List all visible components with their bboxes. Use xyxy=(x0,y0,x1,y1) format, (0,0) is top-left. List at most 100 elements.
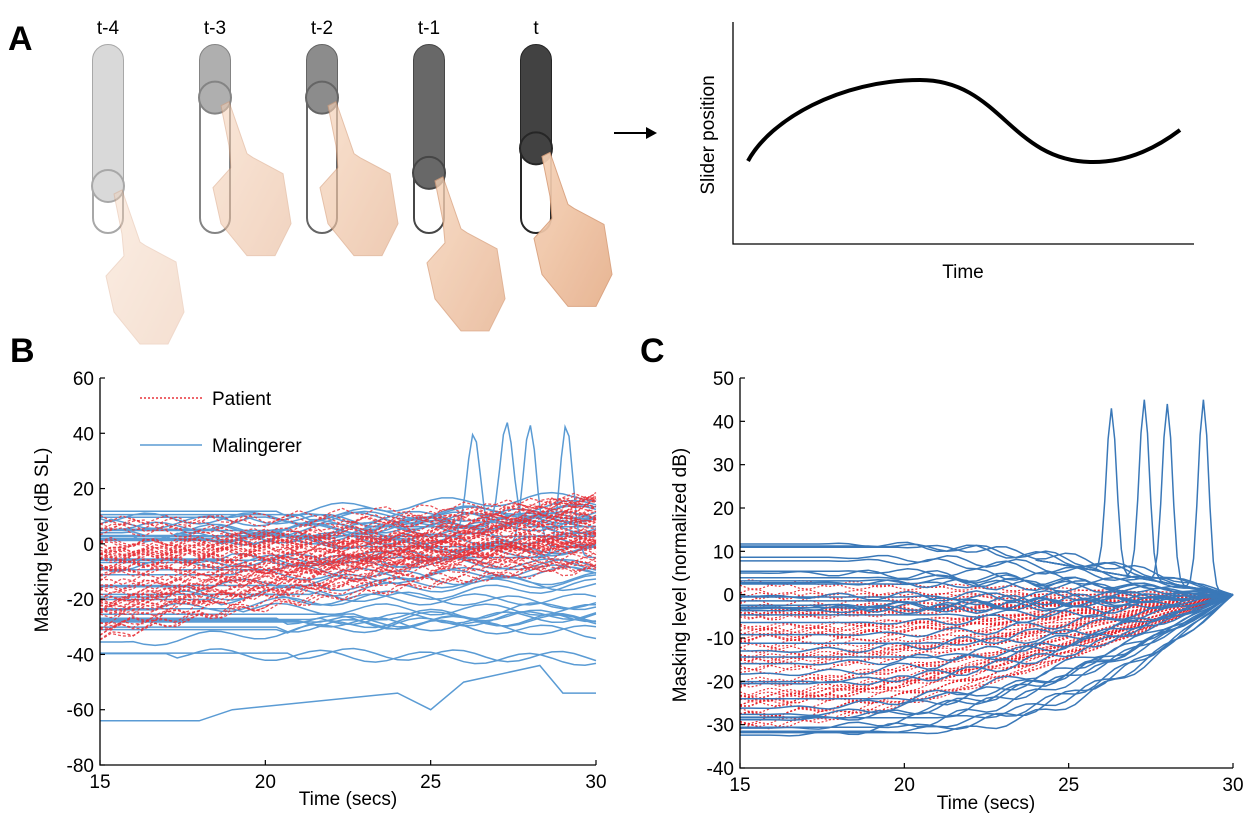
patient-line xyxy=(99,538,597,594)
malingerer-line xyxy=(740,593,1234,610)
y-tick-label: -20 xyxy=(67,590,94,611)
chart-c-ylabel: Masking level (normalized dB) xyxy=(670,448,691,703)
patient-line xyxy=(99,527,597,556)
panel-c-letter: C xyxy=(640,332,665,370)
patient-line xyxy=(99,535,597,591)
patient-line xyxy=(99,519,597,571)
y-tick-label: 20 xyxy=(73,480,94,501)
patient-line xyxy=(99,495,597,601)
patient-line xyxy=(739,594,1234,688)
schematic-ylabel: Slider position xyxy=(698,75,719,194)
patient-line xyxy=(739,594,1234,718)
patient-line xyxy=(739,594,1234,665)
malingerer-line xyxy=(100,593,597,606)
pointing-hand-icon xyxy=(426,176,506,332)
patient-line xyxy=(99,498,597,561)
slider-sequence: t-4 t-3 t-2 t-1 t xyxy=(91,18,613,345)
chart-c-lines xyxy=(739,399,1234,737)
y-tick-label: 50 xyxy=(713,369,734,390)
patient-line xyxy=(99,516,597,557)
patient-line xyxy=(99,491,597,571)
patient-line xyxy=(99,530,597,630)
y-tick-label: 0 xyxy=(723,586,734,607)
malingerer-line xyxy=(100,566,597,581)
patient-line xyxy=(739,594,1234,717)
legend-patient-label: Patient xyxy=(212,389,272,410)
y-tick-label: -60 xyxy=(67,701,94,722)
chart-c: 15 20 25 30 -40 -30 -20 -10 0 10 20 30 40 50 Time (se… xyxy=(670,369,1244,814)
malingerer-line xyxy=(740,593,1234,615)
x-tick-label: 25 xyxy=(1058,775,1079,796)
y-tick-label: -10 xyxy=(707,629,734,650)
panel-a-letter: A xyxy=(8,20,33,58)
malingerer-line xyxy=(100,504,597,521)
patient-line xyxy=(739,594,1234,641)
malingerer-line xyxy=(740,593,1234,646)
patient-line xyxy=(99,538,597,601)
schematic-plot: Time Slider position xyxy=(698,22,1194,283)
patient-line xyxy=(99,567,597,604)
patient-line xyxy=(99,505,597,607)
y-tick-label: -20 xyxy=(707,672,734,693)
patient-line xyxy=(99,559,597,636)
patient-line xyxy=(99,542,597,574)
patient-line xyxy=(99,531,597,548)
patient-line xyxy=(739,594,1234,635)
patient-line xyxy=(739,594,1234,730)
malingerer-line xyxy=(100,491,597,518)
patient-line xyxy=(99,561,597,630)
patient-line xyxy=(99,514,597,572)
malingerer-line xyxy=(100,512,596,540)
panel-b-letter: B xyxy=(10,332,35,370)
patient-line xyxy=(739,594,1234,684)
malingerer-line xyxy=(100,602,596,617)
malingerer-line xyxy=(740,568,1234,596)
chart-b-legend: Patient Malingerer xyxy=(140,389,302,457)
x-tick-label: 30 xyxy=(585,772,606,793)
y-tick-label: 40 xyxy=(73,424,94,445)
x-tick-label: 20 xyxy=(255,772,276,793)
patient-line xyxy=(739,594,1234,688)
patient-line xyxy=(99,539,597,589)
chart-b-ticks: 15 20 25 30 -80 -60 -40 -20 0 20 40 60 xyxy=(67,369,607,793)
slider-step-label: t xyxy=(533,18,539,39)
patient-line xyxy=(99,521,597,641)
malingerer-line xyxy=(740,554,1234,596)
patient-line xyxy=(99,523,597,551)
pointing-hand-icon xyxy=(212,100,292,257)
patient-line xyxy=(99,497,597,611)
patient-line xyxy=(739,594,1234,707)
y-tick-label: -40 xyxy=(707,759,734,780)
chart-b-lines xyxy=(99,422,597,722)
chart-c-xlabel: Time (secs) xyxy=(937,793,1036,814)
x-tick-label: 15 xyxy=(729,775,750,796)
slider-step: t-4 xyxy=(91,18,185,345)
malingerer-line xyxy=(740,569,1234,596)
chart-b-xlabel: Time (secs) xyxy=(299,789,398,810)
patient-line xyxy=(99,552,597,566)
x-tick-label: 25 xyxy=(420,772,441,793)
malingerer-line xyxy=(740,579,1234,596)
y-tick-label: 60 xyxy=(73,369,94,390)
malingerer-peak-line xyxy=(1035,408,1234,596)
y-tick-label: 10 xyxy=(713,542,734,563)
patient-line xyxy=(99,509,597,532)
y-tick-label: -30 xyxy=(707,716,734,737)
patient-line xyxy=(739,594,1234,688)
pointing-hand-icon xyxy=(105,189,185,345)
patient-line xyxy=(739,594,1234,654)
x-tick-label: 15 xyxy=(89,772,110,793)
malingerer-line xyxy=(100,578,597,613)
malingerer-line xyxy=(740,593,1234,659)
patient-line xyxy=(739,594,1234,633)
y-tick-label: 40 xyxy=(713,412,734,433)
malingerer-line xyxy=(100,608,597,623)
malingerer-line xyxy=(740,594,1234,717)
patient-line xyxy=(99,503,597,636)
malingerer-line xyxy=(740,594,1234,710)
malingerer-line xyxy=(740,594,1234,701)
patient-line xyxy=(99,496,597,564)
malingerer-line xyxy=(740,594,1234,737)
patient-line xyxy=(739,594,1234,714)
